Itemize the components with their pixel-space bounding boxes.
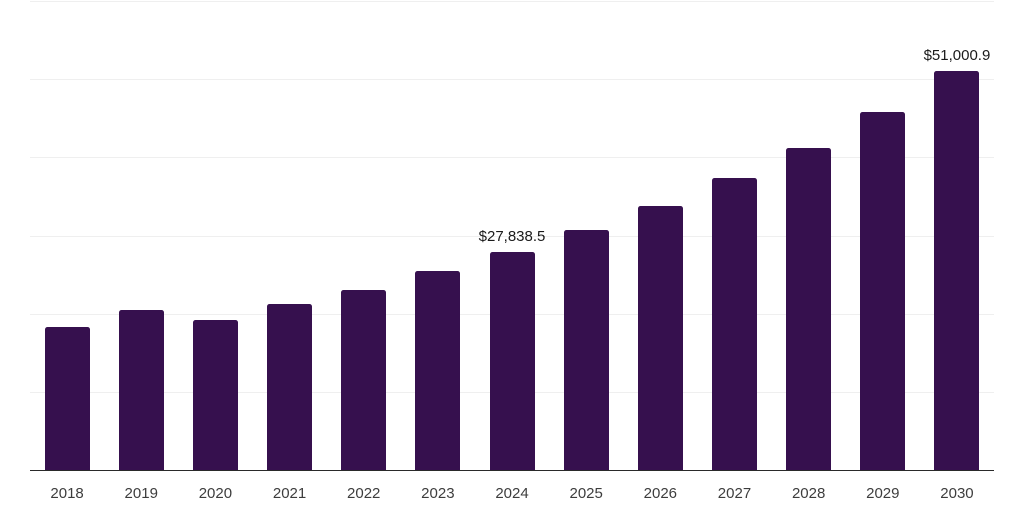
bar-slot-2021 <box>252 1 326 470</box>
x-tick-label-2019: 2019 <box>124 485 158 502</box>
x-axis-labels: 2018 2019 2020 2021 2022 2023 2024 2025 2026 2027… <box>30 485 994 503</box>
plot-area: $27,838.5 $51,000.9 <box>30 1 994 470</box>
bar-slot-2022 <box>327 1 401 470</box>
gridline-40000 <box>30 157 994 159</box>
bar-slot-2020 <box>178 1 252 470</box>
bar-slot-2018 <box>30 1 104 470</box>
bar-slot-2030: $51,000.9 <box>920 1 994 470</box>
bar-slot-2023 <box>401 1 475 470</box>
bar-2028 <box>786 147 832 470</box>
gridline-60000 <box>30 1 994 2</box>
x-tick-label-2030: 2030 <box>940 485 974 502</box>
bar-value-label-2024: $27,838.5 <box>478 228 546 246</box>
x-tick-label-2020: 2020 <box>198 485 233 502</box>
bar-slot-2025 <box>549 1 623 470</box>
bar-2025 <box>563 229 609 470</box>
x-tick-label-2021: 2021 <box>272 485 307 502</box>
bar-2021 <box>267 303 313 470</box>
x-tick-label-2028: 2028 <box>791 485 826 502</box>
x-tick-label-2029: 2029 <box>866 485 900 502</box>
bar-2030 <box>934 71 980 470</box>
x-tick-label-2018: 2018 <box>50 485 84 502</box>
bar-2022 <box>341 289 387 470</box>
bar-slot-2027 <box>697 1 771 470</box>
x-tick-label-2024: 2024 <box>495 485 529 502</box>
bar-2023 <box>415 271 461 470</box>
bar-2026 <box>637 205 683 470</box>
bar-2029 <box>860 112 906 470</box>
x-tick-label-2025: 2025 <box>569 485 603 502</box>
bar-slot-2028 <box>772 1 846 470</box>
bar-slot-2026 <box>623 1 697 470</box>
bar-2018 <box>44 326 90 470</box>
gridline-30000 <box>30 235 994 237</box>
x-tick-label-2023: 2023 <box>421 485 455 502</box>
bar-slot-2019 <box>104 1 178 470</box>
bar-slot-2029 <box>846 1 920 470</box>
x-axis-line <box>30 469 994 471</box>
x-tick-label-2026: 2026 <box>643 485 678 502</box>
x-tick-label-2027: 2027 <box>717 485 752 502</box>
bar-2019 <box>118 310 164 470</box>
bar-slot-2024: $27,838.5 <box>475 1 549 470</box>
bar-2024 <box>489 252 535 470</box>
bar-2020 <box>192 319 238 470</box>
gridline-50000 <box>30 79 994 81</box>
bars-row: $27,838.5 $51,000.9 <box>30 1 994 470</box>
bar-2027 <box>711 177 757 470</box>
x-tick-label-2022: 2022 <box>347 485 381 502</box>
bar-value-label-2030: $51,000.9 <box>923 47 991 65</box>
